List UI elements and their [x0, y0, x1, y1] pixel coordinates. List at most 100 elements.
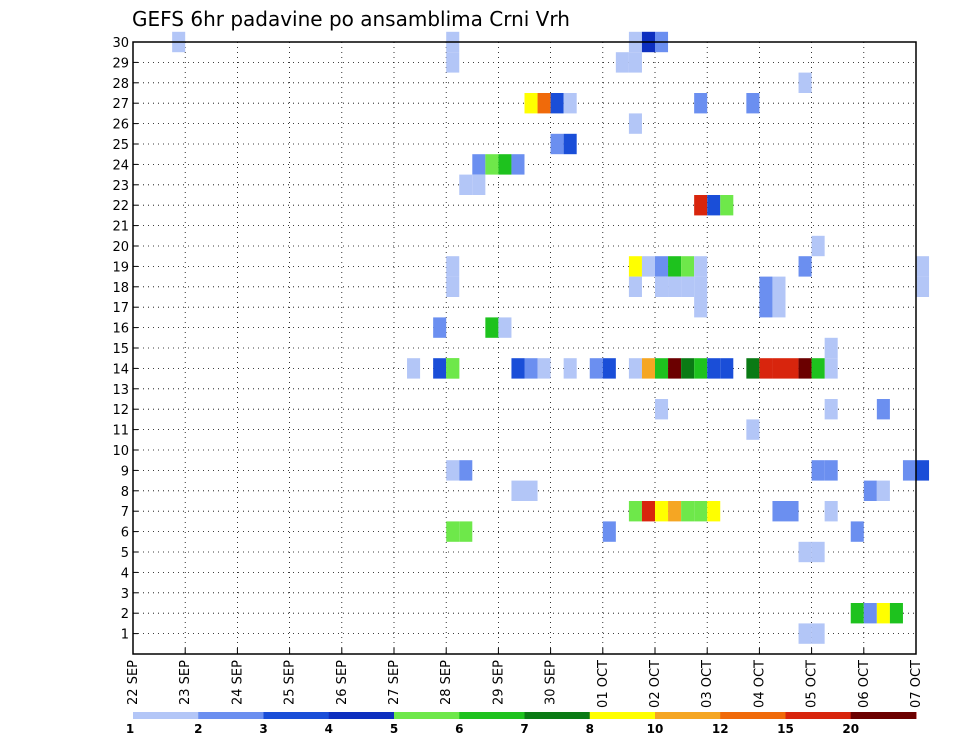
heatmap-cell: [694, 501, 708, 522]
colorbar-swatch: [850, 712, 916, 719]
colorbar-label: 5: [390, 722, 398, 736]
heatmap-cell: [655, 501, 669, 522]
colorbar-label: 12: [712, 722, 729, 736]
heatmap-cell: [759, 276, 773, 297]
y-tick-label: 2: [121, 607, 129, 622]
heatmap-cell: [876, 603, 890, 624]
y-tick-label: 10: [112, 444, 129, 459]
heatmap-cell: [811, 235, 825, 257]
y-axis-ticks: 1234567891011121314151617181920212223242…: [112, 36, 138, 643]
heatmap-cell: [811, 460, 825, 481]
y-tick-label: 19: [112, 260, 129, 275]
x-tick-label: 30 SEP: [544, 660, 559, 705]
colorbar-swatch: [133, 712, 199, 719]
y-tick-label: 29: [112, 56, 129, 71]
x-tick-label: 01 OCT: [596, 660, 611, 708]
heatmap-cell: [472, 154, 486, 175]
y-tick-label: 8: [121, 485, 129, 500]
heatmap-cell: [472, 174, 486, 195]
heatmap-cell: [628, 52, 642, 73]
colorbar-swatch: [394, 712, 460, 719]
heatmap-cell: [511, 358, 525, 379]
y-tick-label: 28: [112, 77, 129, 92]
heatmap-cell: [602, 521, 616, 542]
heatmap-cell: [902, 460, 916, 481]
heatmap-cell: [746, 419, 760, 440]
heatmap-cell: [824, 501, 838, 522]
heatmap-cell: [811, 358, 825, 379]
heatmap-cell: [589, 358, 603, 379]
x-tick-label: 03 OCT: [700, 660, 715, 708]
heatmap-cell: [628, 276, 642, 297]
colorbar-label: 15: [777, 722, 794, 736]
x-tick-label: 02 OCT: [648, 660, 663, 708]
colorbar-swatch: [655, 712, 721, 719]
y-tick-label: 16: [112, 322, 129, 337]
y-tick-label: 17: [112, 301, 129, 316]
heatmap-cell: [655, 358, 669, 379]
heatmap-cell: [772, 276, 786, 297]
heatmap-cell: [916, 256, 930, 277]
colorbar-label: 4: [325, 722, 333, 736]
heatmap-cell: [563, 358, 577, 379]
y-tick-label: 14: [112, 362, 129, 377]
heatmap-cell: [550, 133, 564, 155]
heatmap-cell: [798, 623, 812, 644]
colorbar-swatch: [785, 712, 852, 719]
heatmap-cell: [459, 460, 473, 481]
y-tick-label: 4: [121, 566, 129, 581]
heatmap-cell: [668, 501, 682, 522]
colorbar-label: 10: [647, 722, 664, 736]
heatmap-cell: [498, 317, 512, 338]
heatmap-cell: [537, 93, 551, 114]
heatmap-cell: [550, 93, 564, 114]
heatmap-cell: [811, 541, 825, 563]
heatmap-cell: [824, 337, 838, 359]
heatmap-cell: [511, 154, 525, 175]
colorbar-label: 3: [259, 722, 267, 736]
y-tick-label: 22: [112, 199, 129, 214]
colorbar-swatch: [589, 712, 656, 719]
heatmap-cell: [798, 541, 812, 563]
colorbar-swatch: [524, 712, 591, 719]
heatmap-cell: [720, 195, 734, 216]
heatmap-cell: [446, 460, 460, 481]
heatmap-cell: [641, 358, 655, 379]
heatmap-cell: [707, 195, 721, 216]
heatmap-cell: [655, 399, 669, 420]
heatmap-cell: [641, 501, 655, 522]
colorbar: 1 2 3 4 5 6 7 8 10 12 15 20: [126, 712, 917, 736]
y-tick-label: 11: [112, 424, 129, 439]
heatmap-cell: [668, 256, 682, 277]
heatmap-cell: [772, 297, 786, 318]
x-tick-label: 24 SEP: [230, 660, 245, 705]
y-tick-label: 20: [112, 240, 129, 255]
heatmap-cell: [668, 358, 682, 379]
colorbar-swatch: [263, 712, 330, 719]
heatmap-cell: [785, 358, 799, 379]
heatmap-cell: [694, 276, 708, 297]
heatmap-cell: [746, 93, 760, 114]
x-tick-label: 07 OCT: [909, 660, 924, 708]
heatmap-cell: [485, 154, 499, 175]
heatmap-cell: [524, 358, 538, 379]
y-tick-label: 21: [112, 220, 129, 235]
heatmap-cell: [694, 297, 708, 318]
heatmap-cell: [563, 93, 577, 114]
heatmap-cell: [746, 358, 760, 379]
x-tick-label: 29 SEP: [491, 660, 506, 705]
data-cells: [172, 31, 930, 644]
heatmap-cell: [446, 256, 460, 277]
x-tick-label: 06 OCT: [857, 660, 872, 708]
x-tick-label: 04 OCT: [752, 660, 767, 708]
x-tick-label: 05 OCT: [805, 660, 820, 708]
heatmap-cell: [916, 460, 930, 481]
y-tick-label: 6: [121, 526, 129, 541]
heatmap-cell: [785, 501, 799, 522]
y-tick-label: 7: [121, 505, 129, 520]
heatmap-cell: [459, 521, 473, 542]
heatmap-cell: [433, 317, 447, 338]
heatmap-cell: [759, 358, 773, 379]
heatmap-cell: [707, 501, 721, 522]
heatmap-cell: [498, 154, 512, 175]
